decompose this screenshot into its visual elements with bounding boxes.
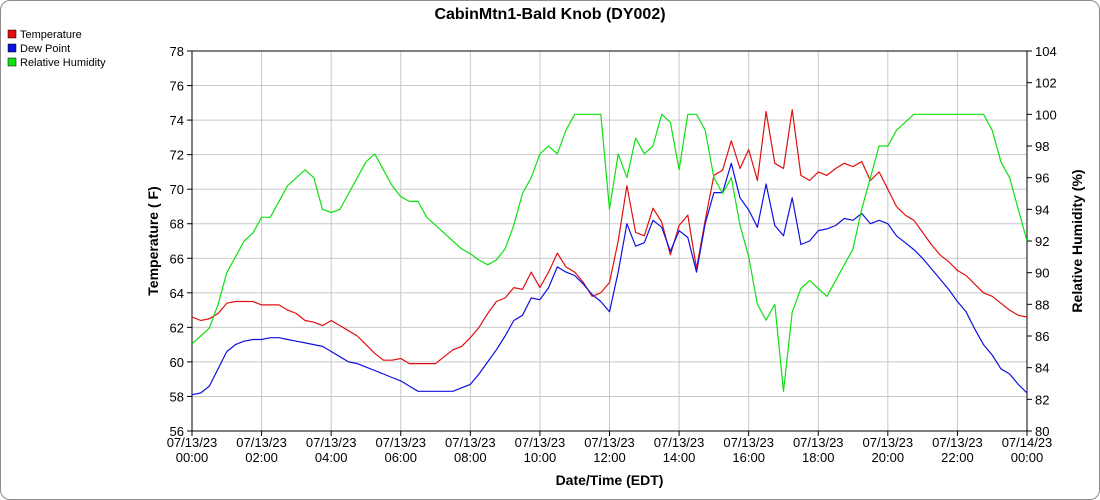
legend: Temperature Dew Point Relative Humidity <box>7 29 106 69</box>
x-tick-time: 16:00 <box>732 450 765 465</box>
x-tick-time: 12:00 <box>593 450 626 465</box>
y-tick-label: 72 <box>170 148 184 163</box>
x-tick-date: 07/13/23 <box>723 435 774 450</box>
x-tick-time: 10:00 <box>524 450 557 465</box>
y2-tick-label: 80 <box>1035 424 1049 439</box>
y-axis-ticks: 56 58 60 62 64 66 68 70 72 74 76 78 <box>170 44 192 439</box>
y-tick-label: 74 <box>170 113 184 128</box>
x-tick-date: 07/13/23 <box>932 435 983 450</box>
x-tick-time: 08:00 <box>454 450 487 465</box>
y-tick-label: 76 <box>170 79 184 94</box>
x-tick-date: 07/13/23 <box>306 435 357 450</box>
y-tick-label: 56 <box>170 424 184 439</box>
x-axis-ticks: 07/13/2300:0007/13/2302:0007/13/2304:000… <box>167 431 1053 465</box>
x-tick-time: 00:00 <box>176 450 209 465</box>
x-tick-time: 22:00 <box>941 450 974 465</box>
x-tick-date: 07/13/23 <box>584 435 635 450</box>
y2-axis-ticks: 80 82 84 86 88 90 92 94 96 98 100 102 104 <box>1027 44 1057 439</box>
y-tick-label: 64 <box>170 286 184 301</box>
y2-tick-label: 82 <box>1035 392 1049 407</box>
y-tick-label: 66 <box>170 251 184 266</box>
series-line-temperature <box>191 109 1028 365</box>
x-tick-date: 07/13/23 <box>167 435 218 450</box>
y-tick-label: 78 <box>170 44 184 59</box>
x-tick-date: 07/14/23 <box>1002 435 1053 450</box>
y2-tick-label: 92 <box>1035 234 1049 249</box>
x-tick-time: 14:00 <box>663 450 696 465</box>
x-tick-time: 04:00 <box>315 450 348 465</box>
x-tick-time: 00:00 <box>1011 450 1044 465</box>
grid <box>191 50 1028 432</box>
legend-swatch <box>7 57 17 67</box>
x-tick-time: 18:00 <box>802 450 835 465</box>
y-tick-label: 58 <box>170 389 184 404</box>
y2-tick-label: 94 <box>1035 202 1049 217</box>
x-tick-date: 07/13/23 <box>863 435 914 450</box>
y2-tick-label: 88 <box>1035 297 1049 312</box>
x-tick-time: 02:00 <box>245 450 278 465</box>
y2-tick-label: 98 <box>1035 139 1049 154</box>
chart-title: CabinMtn1-Bald Knob (DY002) <box>434 6 665 23</box>
x-tick-time: 20:00 <box>872 450 905 465</box>
y-tick-label: 68 <box>170 217 184 232</box>
y2-axis-title: Relative Humidity (%) <box>1069 169 1085 312</box>
y2-tick-label: 102 <box>1035 76 1057 91</box>
legend-swatch <box>7 29 17 39</box>
x-tick-date: 07/13/23 <box>445 435 496 450</box>
x-tick-time: 06:00 <box>384 450 417 465</box>
y-tick-label: 62 <box>170 320 184 335</box>
y2-tick-label: 100 <box>1035 107 1057 122</box>
y-tick-label: 70 <box>170 182 184 197</box>
x-axis-title: Date/Time (EDT) <box>556 472 664 488</box>
y-axis-title: Temperature ( F) <box>145 186 161 295</box>
x-tick-date: 07/13/23 <box>515 435 566 450</box>
legend-label: Dew Point <box>20 43 70 55</box>
series-line-dew-point <box>191 162 1028 396</box>
y2-tick-label: 84 <box>1035 361 1049 376</box>
x-tick-date: 07/13/23 <box>236 435 287 450</box>
legend-label: Relative Humidity <box>20 57 106 69</box>
series-line-relative-humidity <box>191 113 1028 392</box>
y2-tick-label: 104 <box>1035 44 1057 59</box>
x-tick-date: 07/13/23 <box>793 435 844 450</box>
legend-swatch <box>7 43 17 53</box>
y2-tick-label: 90 <box>1035 266 1049 281</box>
y-tick-label: 60 <box>170 355 184 370</box>
x-tick-date: 07/13/23 <box>375 435 426 450</box>
legend-label: Temperature <box>20 29 82 41</box>
series-lines <box>191 109 1028 396</box>
x-tick-date: 07/13/23 <box>654 435 705 450</box>
y2-tick-label: 86 <box>1035 329 1049 344</box>
y2-tick-label: 96 <box>1035 171 1049 186</box>
